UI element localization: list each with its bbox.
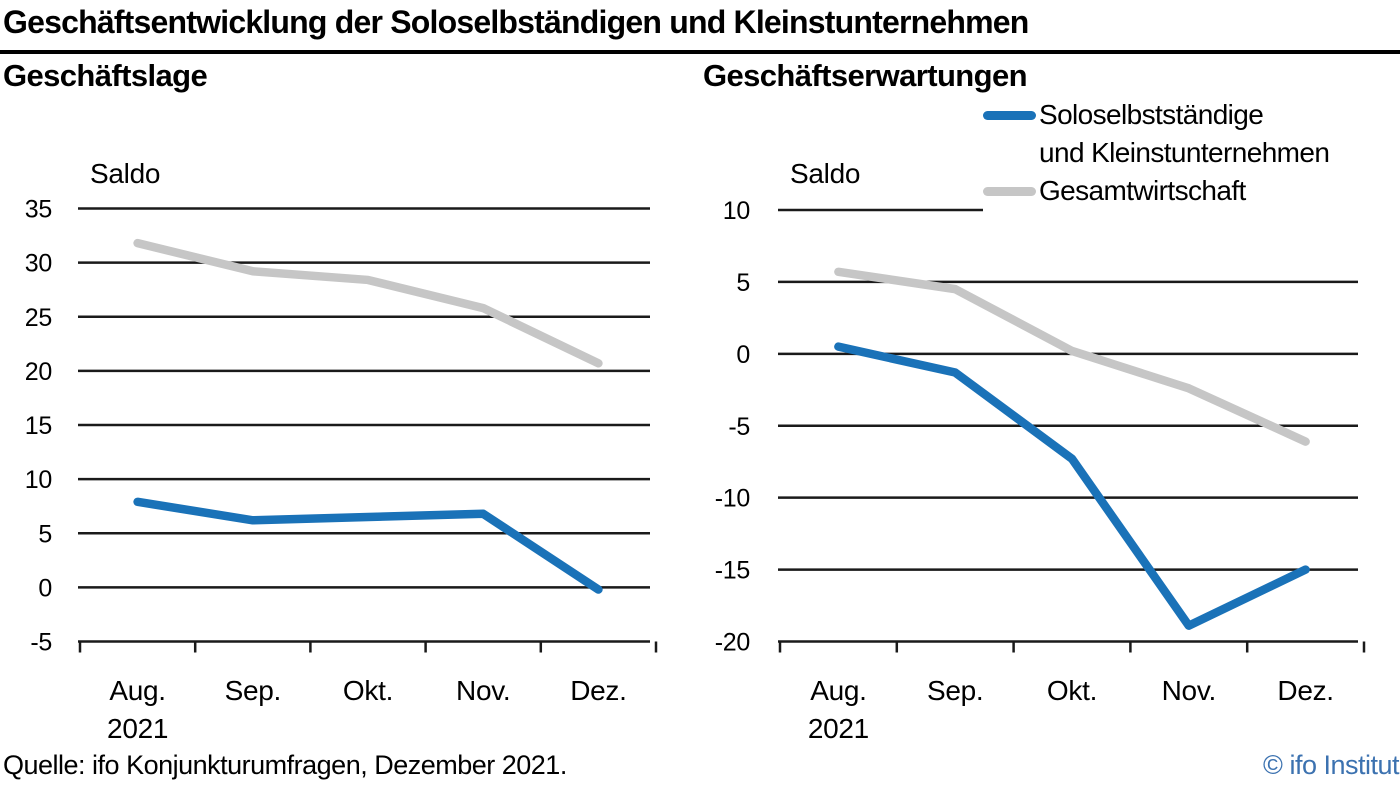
x-tick-label: Okt. bbox=[343, 675, 393, 706]
y-tick-label: -15 bbox=[715, 557, 750, 585]
x-tick-label: Dez. bbox=[570, 675, 626, 706]
y-tick-label: 30 bbox=[25, 250, 52, 278]
y-tick-label: -5 bbox=[30, 629, 52, 657]
legend-label-solo-line1: Soloselbstständige bbox=[1039, 99, 1264, 130]
y-tick-label: 5 bbox=[736, 269, 750, 297]
gesamtwirtschaft-line-swatch bbox=[983, 187, 1036, 196]
y-tick-label: 15 bbox=[25, 412, 52, 440]
x-tick-year-label: 2021 bbox=[808, 713, 869, 744]
y-tick-label: 0 bbox=[736, 341, 750, 369]
legend: Soloselbstständige und Kleinstunternehme… bbox=[983, 96, 1400, 218]
x-tick-label: Sep. bbox=[927, 675, 983, 706]
y-tick-label: 35 bbox=[25, 196, 52, 224]
legend-item-solo: Soloselbstständige bbox=[983, 96, 1400, 134]
x-tick-label: Nov. bbox=[1162, 675, 1216, 706]
x-tick-label: Dez. bbox=[1277, 675, 1333, 706]
page-title: Geschäftsentwicklung der Soloselbständig… bbox=[3, 4, 1029, 40]
y-tick-label: -10 bbox=[715, 485, 750, 513]
y-tick-label: -20 bbox=[715, 629, 750, 657]
x-tick-label: Nov. bbox=[456, 675, 510, 706]
x-tick-label: Aug. bbox=[109, 675, 165, 706]
left-chart-title: Geschäftslage bbox=[3, 58, 208, 93]
y-tick-label: 10 bbox=[723, 197, 750, 225]
series-line-soloselbststaendige bbox=[834, 342, 1310, 630]
y-tick-label: 5 bbox=[38, 520, 52, 548]
copyright-note: © ifo Institut bbox=[1263, 750, 1399, 780]
legend-label-solo-line2: und Kleinstunternehmen bbox=[1039, 137, 1330, 168]
legend-label-gesamtwirtschaft: Gesamtwirtschaft bbox=[1039, 175, 1246, 206]
series-line-gesamtwirtschaft bbox=[834, 267, 1310, 446]
y-tick-label: 20 bbox=[25, 358, 52, 386]
y-tick-label: 25 bbox=[25, 304, 52, 332]
x-tick-label: Okt. bbox=[1047, 675, 1097, 706]
source-note: Quelle: ifo Konjunkturumfragen, Dezember… bbox=[3, 750, 567, 780]
y-tick-label: -5 bbox=[728, 413, 750, 441]
solo-line-swatch bbox=[983, 111, 1036, 120]
right-axis-unit-label: Saldo bbox=[790, 158, 861, 189]
series-line-gesamtwirtschaft bbox=[133, 238, 603, 368]
y-tick-label: 10 bbox=[25, 466, 52, 494]
chart-0: 35 30 25 20 15 10 5 0 -5 Aug. 2021 Sep. Okt. Nov. Dez. bbox=[25, 196, 658, 744]
right-chart-title: Geschäftserwartungen bbox=[703, 58, 1028, 93]
series-line-soloselbststaendige bbox=[133, 497, 603, 594]
x-tick-label: Aug. bbox=[810, 675, 866, 706]
y-tick-label: 0 bbox=[38, 574, 52, 602]
x-tick-year-label: 2021 bbox=[107, 713, 168, 744]
chart-1: 10 5 0 -5 -10 -15 -20 Aug. 2021 Sep. Okt. Nov. Dez. bbox=[715, 197, 1366, 744]
left-axis-unit-label: Saldo bbox=[90, 158, 161, 189]
title-divider bbox=[0, 50, 1400, 54]
legend-item-gesamtwirtschaft: Gesamtwirtschaft bbox=[983, 172, 1400, 210]
x-tick-label: Sep. bbox=[225, 675, 281, 706]
